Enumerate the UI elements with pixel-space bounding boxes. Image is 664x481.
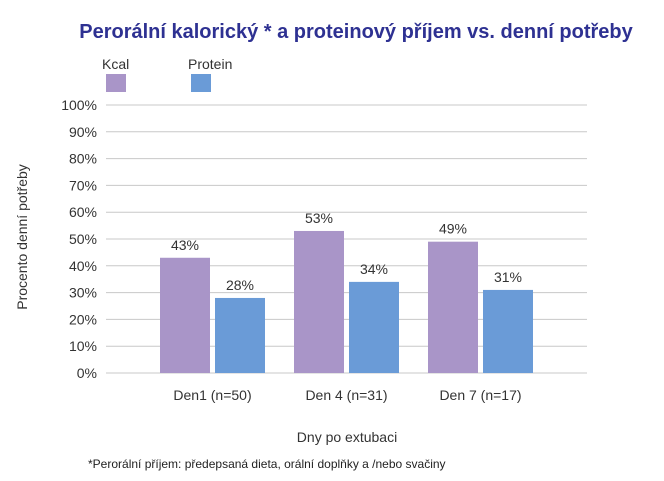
bar-protein-2: [349, 281, 399, 373]
x-tick-label: Den1 (n=50): [173, 387, 251, 403]
x-tick-label: Den 7 (n=17): [439, 387, 521, 403]
y-tick-label: 100%: [61, 97, 97, 113]
y-tick-label: 30%: [69, 285, 97, 301]
x-tick-label: Den 4 (n=31): [305, 387, 387, 403]
legend-label-protein: Protein: [188, 56, 232, 72]
bar-kcal-1: [160, 257, 210, 373]
bars: [160, 230, 533, 373]
data-label-protein-3: 31%: [494, 269, 522, 285]
bar-protein-3: [483, 289, 533, 373]
y-axis-ticks: 0% 10% 20% 30% 40% 50% 60% 70% 80% 90% 100%: [61, 97, 97, 381]
y-tick-label: 90%: [69, 124, 97, 140]
footnote: *Perorální příjem: předepsaná dieta, orá…: [88, 457, 446, 471]
x-axis-ticks: Den1 (n=50) Den 4 (n=31) Den 7 (n=17): [173, 387, 521, 403]
legend-swatch-kcal: [106, 74, 126, 92]
y-axis-label: Procento denní potřeby: [14, 164, 30, 310]
data-labels: 43% 53% 49% 28% 34% 31%: [171, 210, 522, 293]
data-label-kcal-1: 43%: [171, 237, 199, 253]
y-tick-label: 80%: [69, 151, 97, 167]
bar-kcal-2: [294, 230, 344, 373]
y-tick-label: 40%: [69, 258, 97, 274]
chart-title: Perorální kalorický * a proteinový příje…: [79, 21, 633, 43]
y-tick-label: 10%: [69, 338, 97, 354]
x-axis-label: Dny po extubaci: [297, 429, 397, 445]
legend: Kcal Protein: [102, 56, 232, 92]
y-tick-label: 0%: [77, 365, 97, 381]
data-label-protein-2: 34%: [360, 261, 388, 277]
bar-kcal-3: [428, 241, 478, 373]
legend-label-kcal: Kcal: [102, 56, 129, 72]
legend-swatch-protein: [191, 74, 211, 92]
data-label-kcal-3: 49%: [439, 221, 467, 237]
y-tick-label: 50%: [69, 231, 97, 247]
y-tick-label: 20%: [69, 311, 97, 327]
data-label-kcal-2: 53%: [305, 210, 333, 226]
bar-protein-1: [215, 297, 265, 373]
y-tick-label: 70%: [69, 177, 97, 193]
y-tick-label: 60%: [69, 204, 97, 220]
data-label-protein-1: 28%: [226, 277, 254, 293]
